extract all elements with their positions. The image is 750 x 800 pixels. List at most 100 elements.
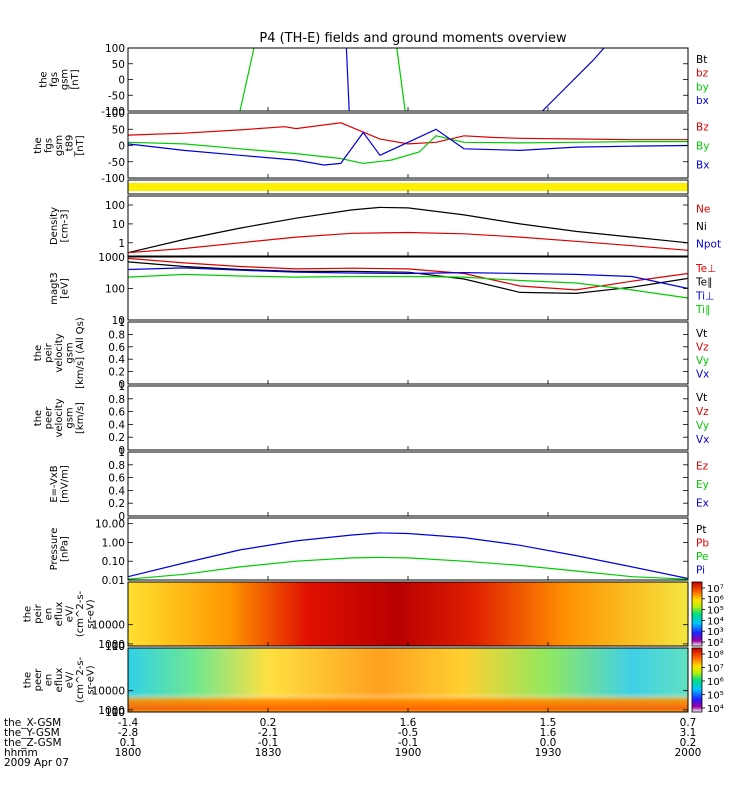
x-row-label: hhmm <box>4 747 38 759</box>
y-tick-label: 0.6 <box>108 342 125 354</box>
panel-frame <box>127 47 689 112</box>
x-tick-label-time: 1930 <box>535 747 562 759</box>
y-tick-label: 1000 <box>98 639 125 651</box>
series-line-blue <box>127 267 689 290</box>
y-axis-label: eflux <box>54 602 65 627</box>
y-axis-label: [eV] <box>59 278 70 299</box>
legend-bt: Bt <box>696 54 707 66</box>
legend-vt: Vt <box>696 328 707 340</box>
y-axis-label: eV/ <box>65 671 76 688</box>
legend-vx: Vx <box>696 434 709 446</box>
panel-frame <box>127 195 689 257</box>
x-axis-labels: -1.4-2.80.118000.2-2.1-0.118301.6-0.5-0.… <box>4 107 701 769</box>
y-axis-label: [nT] <box>75 135 86 155</box>
legend-ey: Ey <box>696 479 709 491</box>
y-tick-label: 50 <box>112 124 125 136</box>
y-axis-label: [km/s] (All Qs) <box>75 317 86 389</box>
legend-vx: Vx <box>696 368 709 380</box>
legend-bz: Bz <box>696 122 709 134</box>
panel-frame <box>127 451 689 517</box>
series-line-black <box>127 261 689 295</box>
panel-density: 1 10 100 Density [cm-3] Ne Ni Npot <box>49 195 721 257</box>
legend-ni: Ni <box>696 221 707 233</box>
y-tick-label: 0.2 <box>108 432 125 444</box>
y-axis-label: gsm <box>59 69 70 90</box>
y-axis-label: fgs <box>49 72 60 87</box>
y-tick-label: 0.8 <box>108 394 125 406</box>
series-line-green <box>127 273 689 299</box>
series-line-green <box>127 135 688 165</box>
legend-by: By <box>696 141 709 153</box>
y-axis-label: [nPa] <box>59 536 70 562</box>
y-axis-label: gsm <box>54 135 65 156</box>
y-tick-label: 100 <box>105 108 125 120</box>
legend-pt: Pt <box>696 524 706 536</box>
y-axis-label: _t89 <box>65 135 76 158</box>
y-tick-label: 0.6 <box>108 407 125 419</box>
legend-te⊥: Te⊥ <box>695 263 716 275</box>
x-tick-label-z: -0.1 <box>258 737 279 749</box>
x-tick-label-time: 1830 <box>255 747 282 759</box>
y-tick-label: 1000 <box>98 705 125 717</box>
y-tick-label: 0.2 <box>108 498 125 510</box>
spectrogram-low-energy-band <box>128 648 688 712</box>
legend-pb: Pb <box>696 537 709 549</box>
y-tick-label: 100 <box>105 284 125 296</box>
legend-ez: Ez <box>696 460 709 472</box>
y-axis-label: [cm-3] <box>59 209 70 242</box>
y-axis-label: peer <box>33 668 44 692</box>
y-tick-label: 1 <box>118 381 125 393</box>
y-axis-label: sr-eV) <box>86 599 97 628</box>
x-tick-label-x: 0.7 <box>680 717 697 729</box>
y-axis-label: [mV/m] <box>59 465 70 503</box>
y-axis-label: [nT] <box>70 69 81 89</box>
colorbar-tick-label: 10⁶ <box>707 595 724 606</box>
y-axis-label: the <box>23 672 34 688</box>
y-tick-label: -50 <box>108 90 125 102</box>
y-tick-label: 1 <box>118 317 125 329</box>
panel-frame <box>127 385 689 451</box>
legend-bz: bz <box>696 68 709 80</box>
colorbar-tick-label: 10⁵ <box>707 606 724 617</box>
y-tick-label: 100 <box>105 641 125 653</box>
x-tick-label-z: 0.0 <box>540 737 557 749</box>
x-row-label: the_Z-GSM <box>4 737 62 749</box>
figure-title: P4 (TH-E) fields and ground moments over… <box>259 31 567 46</box>
y-tick-label: 10 <box>112 707 125 719</box>
y-axis-label: Pressure <box>49 528 60 571</box>
y-tick-label: 1000 <box>98 252 125 264</box>
x-tick-label-y: -0.5 <box>398 727 419 739</box>
y-tick-label: 0 <box>118 141 125 153</box>
series-line-green <box>239 47 255 112</box>
series-line-red <box>127 257 689 291</box>
series-line-red <box>127 122 688 145</box>
panel-fgs2: -100 -50 0 50 100 the fgs gsm _t89 [nT] Bz By Bx <box>33 108 709 185</box>
series-line-black <box>127 206 689 254</box>
colorbar-scale <box>691 581 703 647</box>
y-axis-label: eV/ <box>65 605 76 622</box>
x-tick-label-y: -2.8 <box>118 727 139 739</box>
panel-frame <box>127 112 689 179</box>
y-axis-label: the <box>33 345 44 361</box>
colorbar-tick-label: 10⁸ <box>707 650 724 661</box>
y-axis-label: velocity <box>54 398 65 437</box>
y-axis-label: the <box>33 410 44 426</box>
legend-vz: Vz <box>696 341 709 353</box>
quality-flag-bar <box>128 183 688 191</box>
y-tick-label: 0 <box>118 445 125 457</box>
y-tick-label: -50 <box>108 157 125 169</box>
colorbar-tick-label: 10³ <box>707 627 724 638</box>
x-tick-label-z: 0.1 <box>120 737 137 749</box>
y-axis-label: peir <box>33 603 44 623</box>
x-tick-label-time: 1900 <box>395 747 422 759</box>
y-tick-label: 0 <box>118 511 125 523</box>
y-tick-label: 0.4 <box>108 354 125 366</box>
y-tick-label: 0 <box>118 75 125 87</box>
x-tick-label-x: 1.6 <box>400 717 417 729</box>
